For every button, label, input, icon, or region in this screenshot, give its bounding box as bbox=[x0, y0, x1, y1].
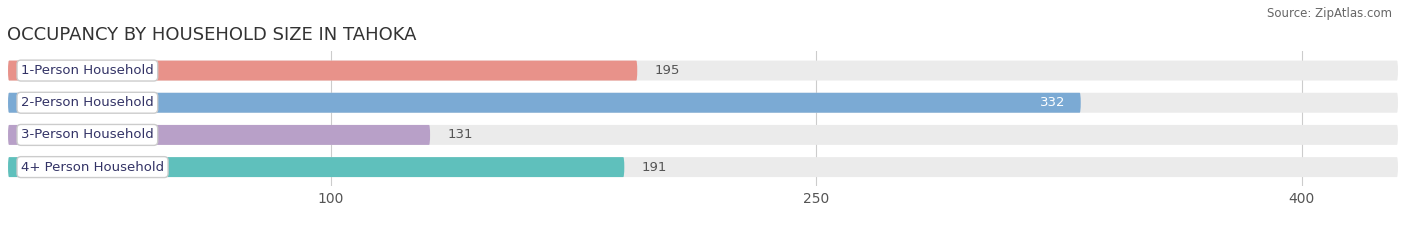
Text: 195: 195 bbox=[654, 64, 681, 77]
Text: 332: 332 bbox=[1040, 96, 1066, 109]
Text: 131: 131 bbox=[447, 128, 472, 141]
FancyBboxPatch shape bbox=[8, 61, 1398, 81]
Text: Source: ZipAtlas.com: Source: ZipAtlas.com bbox=[1267, 7, 1392, 20]
FancyBboxPatch shape bbox=[8, 157, 624, 177]
Text: 191: 191 bbox=[641, 161, 666, 174]
FancyBboxPatch shape bbox=[8, 125, 430, 145]
Text: 2-Person Household: 2-Person Household bbox=[21, 96, 153, 109]
FancyBboxPatch shape bbox=[8, 157, 1398, 177]
FancyBboxPatch shape bbox=[8, 93, 1081, 113]
Text: 4+ Person Household: 4+ Person Household bbox=[21, 161, 165, 174]
Text: 3-Person Household: 3-Person Household bbox=[21, 128, 153, 141]
Text: 1-Person Household: 1-Person Household bbox=[21, 64, 153, 77]
FancyBboxPatch shape bbox=[8, 61, 637, 81]
FancyBboxPatch shape bbox=[8, 125, 1398, 145]
FancyBboxPatch shape bbox=[8, 93, 1398, 113]
Text: OCCUPANCY BY HOUSEHOLD SIZE IN TAHOKA: OCCUPANCY BY HOUSEHOLD SIZE IN TAHOKA bbox=[7, 26, 416, 44]
